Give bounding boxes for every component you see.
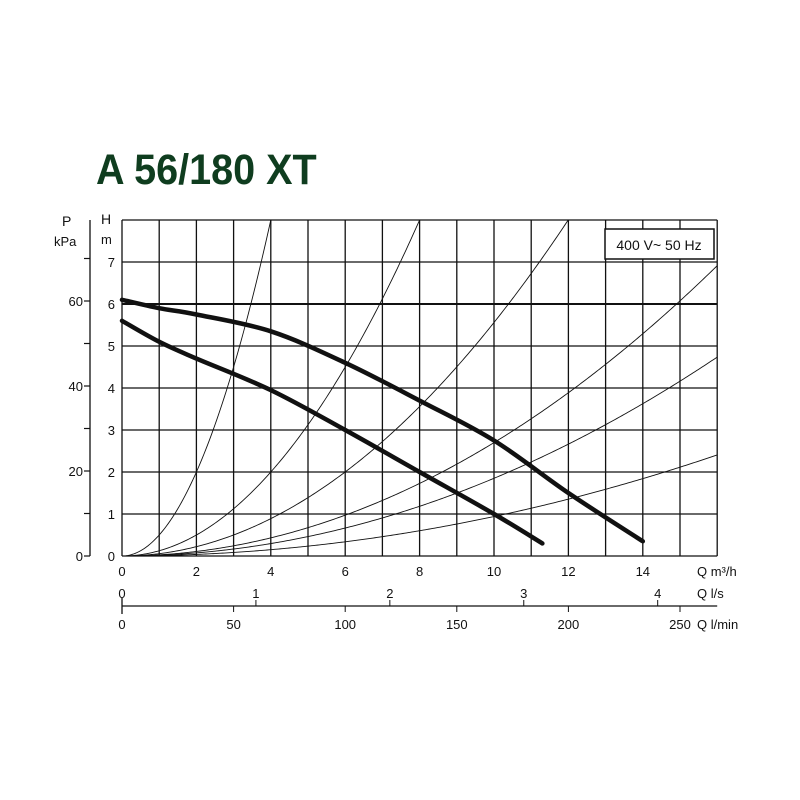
y-tick-label: 2 [108, 465, 115, 480]
system-curve [125, 219, 272, 557]
lmin-axis-label: Q l/min [697, 617, 738, 632]
y-tick-label: 4 [108, 381, 115, 396]
pump-curve-2 [119, 318, 545, 546]
ls-tick-label: 0 [118, 586, 125, 601]
ls-tick-label: 1 [252, 586, 259, 601]
kpa-axis-label: P [62, 213, 71, 229]
chart-title: A 56/180 XT [96, 146, 317, 194]
y-axis-unit: m [101, 232, 112, 247]
kpa-tick-label: 0 [76, 549, 83, 564]
x-tick-label: 0 [118, 564, 125, 579]
lmin-tick-label: 150 [446, 617, 468, 632]
y-tick-label: 3 [108, 423, 115, 438]
pump-curve-1 [119, 297, 646, 544]
annotation-box [604, 228, 715, 260]
lmin-tick-label: 0 [118, 617, 125, 632]
y-tick-label: 1 [108, 507, 115, 522]
kpa-tick-label: 20 [69, 464, 83, 479]
x-tick-label: 14 [636, 564, 650, 579]
x-tick-label: 8 [416, 564, 423, 579]
x-tick-label: 6 [342, 564, 349, 579]
lmin-tick-label: 250 [669, 617, 691, 632]
y-tick-label: 6 [108, 297, 115, 312]
lmin-tick-label: 100 [334, 617, 356, 632]
x-tick-label: 12 [561, 564, 575, 579]
ls-tick-label: 3 [520, 586, 527, 601]
kpa-tick-label: 60 [69, 294, 83, 309]
x-tick-label: 4 [267, 564, 274, 579]
system-curve [125, 454, 718, 557]
y-tick-label: 7 [108, 255, 115, 270]
kpa-axis-unit: kPa [54, 234, 77, 249]
ls-axis-label: Q l/s [697, 586, 724, 601]
system-curve [125, 265, 718, 557]
x-axis-label: Q m³/h [697, 564, 737, 579]
y-tick-label: 0 [108, 549, 115, 564]
system-curve [125, 219, 569, 557]
x-tick-label: 2 [193, 564, 200, 579]
y-axis-label: H [101, 211, 111, 227]
ls-tick-label: 4 [654, 586, 661, 601]
lmin-tick-label: 50 [226, 617, 240, 632]
system-curve [125, 356, 718, 557]
annotation-label: 400 V~ 50 Hz [616, 237, 701, 253]
system-curve [125, 219, 421, 557]
x-tick-label: 10 [487, 564, 501, 579]
y-tick-label: 5 [108, 339, 115, 354]
kpa-tick-label: 40 [69, 379, 83, 394]
lmin-tick-label: 200 [558, 617, 580, 632]
ls-tick-label: 2 [386, 586, 393, 601]
